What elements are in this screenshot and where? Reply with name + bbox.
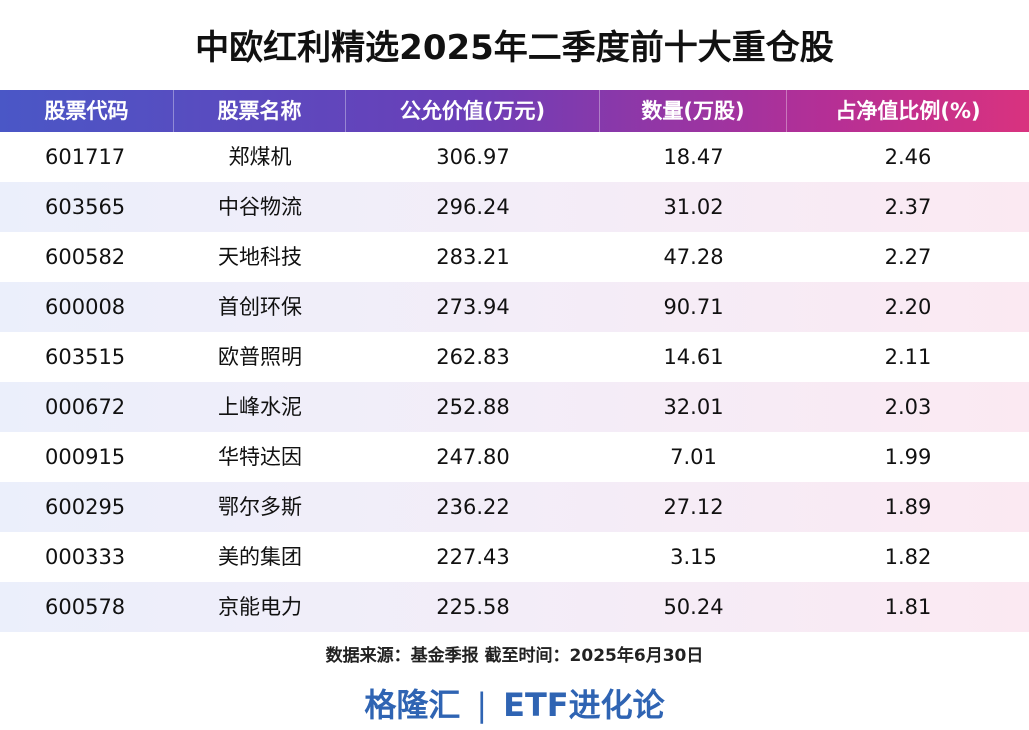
cell-stock-name: 欧普照明 — [218, 345, 302, 369]
cell-nav-ratio: 2.11 — [884, 345, 932, 369]
cell-nav-ratio: 2.46 — [884, 145, 932, 169]
brand-column-name: ETF进化论 — [503, 686, 665, 724]
cell-nav-ratio: 1.89 — [884, 495, 932, 519]
cell-stock-name: 京能电力 — [218, 595, 302, 619]
cell-quantity: 47.28 — [663, 245, 724, 269]
cell-fair-value: 247.80 — [436, 445, 510, 469]
table-row: 600582 天地科技 283.21 47.28 2.27 — [0, 232, 1029, 282]
cell-nav-ratio: 1.82 — [884, 545, 932, 569]
cell-nav-ratio: 1.99 — [884, 445, 932, 469]
cell-fair-value: 296.24 — [436, 195, 510, 219]
cell-stock-code: 603565 — [45, 195, 126, 219]
cell-stock-code: 600295 — [45, 495, 126, 519]
cell-stock-name: 天地科技 — [218, 245, 302, 269]
cell-stock-name: 郑煤机 — [228, 145, 292, 169]
cell-quantity: 18.47 — [663, 145, 724, 169]
holdings-table: 股票代码 股票名称 公允价值(万元) 数量(万股) 占净值比例(%) 60171… — [0, 90, 1029, 632]
table-row: 000672 上峰水泥 252.88 32.01 2.03 — [0, 382, 1029, 432]
cell-stock-code: 601717 — [45, 145, 126, 169]
table-row: 000915 华特达因 247.80 7.01 1.99 — [0, 432, 1029, 482]
cell-nav-ratio: 2.27 — [884, 245, 932, 269]
cell-nav-ratio: 2.37 — [884, 195, 932, 219]
brand-name: 格隆汇 — [364, 686, 461, 724]
cell-stock-code: 600582 — [45, 245, 126, 269]
cell-quantity: 50.24 — [663, 595, 724, 619]
cell-stock-code: 000672 — [45, 395, 126, 419]
header-quantity: 数量(万股) — [600, 90, 787, 132]
cell-stock-name: 首创环保 — [218, 295, 302, 319]
cell-quantity: 27.12 — [663, 495, 724, 519]
table-row: 000333 美的集团 227.43 3.15 1.82 — [0, 532, 1029, 582]
cell-fair-value: 236.22 — [436, 495, 510, 519]
cell-quantity: 7.01 — [670, 445, 717, 469]
cell-nav-ratio: 2.20 — [884, 295, 932, 319]
cell-stock-name: 中谷物流 — [218, 195, 302, 219]
table-row: 600578 京能电力 225.58 50.24 1.81 — [0, 582, 1029, 632]
brand-footer: 格隆汇 | ETF进化论 — [0, 680, 1029, 726]
cell-quantity: 32.01 — [663, 395, 724, 419]
header-nav-ratio: 占净值比例(%) — [835, 99, 981, 123]
table-row: 603565 中谷物流 296.24 31.02 2.37 — [0, 182, 1029, 232]
cell-quantity: 31.02 — [663, 195, 724, 219]
cell-stock-name: 美的集团 — [218, 545, 302, 569]
cell-fair-value: 252.88 — [436, 395, 510, 419]
cell-nav-ratio: 1.81 — [884, 595, 932, 619]
cell-stock-code: 000915 — [45, 445, 126, 469]
cell-stock-code: 600008 — [45, 295, 126, 319]
cell-stock-code: 600578 — [45, 595, 126, 619]
table-row: 603515 欧普照明 262.83 14.61 2.11 — [0, 332, 1029, 382]
cell-stock-name: 鄂尔多斯 — [218, 495, 302, 519]
table-header-row: 股票代码 股票名称 公允价值(万元) 数量(万股) 占净值比例(%) — [0, 90, 1029, 132]
data-source-note: 数据来源：基金季报 截至时间：2025年6月30日 — [325, 646, 704, 666]
cell-stock-code: 000333 — [45, 545, 126, 569]
header-fair-value: 公允价值(万元) — [346, 90, 600, 132]
table-row: 601717 郑煤机 306.97 18.47 2.46 — [0, 132, 1029, 182]
header-stock-code: 股票代码 — [0, 90, 174, 132]
cell-fair-value: 283.21 — [436, 245, 510, 269]
cell-quantity: 90.71 — [663, 295, 724, 319]
cell-fair-value: 227.43 — [436, 545, 510, 569]
cell-stock-name: 华特达因 — [218, 445, 302, 469]
cell-stock-name: 上峰水泥 — [218, 395, 302, 419]
brand-separator: | — [476, 686, 488, 724]
cell-fair-value: 306.97 — [436, 145, 510, 169]
cell-quantity: 14.61 — [663, 345, 724, 369]
table-row: 600295 鄂尔多斯 236.22 27.12 1.89 — [0, 482, 1029, 532]
cell-stock-code: 603515 — [45, 345, 126, 369]
page-title: 中欧红利精选2025年二季度前十大重仓股 — [195, 28, 834, 68]
cell-fair-value: 262.83 — [436, 345, 510, 369]
header-stock-name: 股票名称 — [174, 90, 346, 132]
cell-fair-value: 273.94 — [436, 295, 510, 319]
cell-nav-ratio: 2.03 — [884, 395, 932, 419]
cell-fair-value: 225.58 — [436, 595, 510, 619]
cell-quantity: 3.15 — [670, 545, 717, 569]
table-row: 600008 首创环保 273.94 90.71 2.20 — [0, 282, 1029, 332]
